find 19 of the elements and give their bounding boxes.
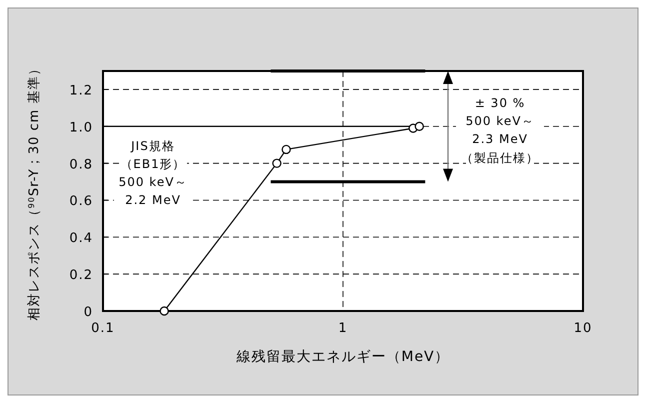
x-tick-label: 1 [338, 321, 348, 336]
annotation: （製品仕様） [461, 151, 539, 165]
y-tick-label: 0 [84, 305, 93, 320]
annotation: 500 keV～ [466, 114, 534, 128]
x-tick-label: 10 [574, 321, 592, 336]
annotation: JIS規格 [130, 139, 175, 153]
annotation: ± 30 % [474, 96, 526, 110]
x-axis-title: 線残留最大エネルギー（MeV） [235, 349, 450, 365]
y-tick-label: 0.2 [69, 268, 93, 284]
annotation: 500 keV～ [118, 175, 188, 189]
annotation: 2.3 MeV [472, 132, 528, 146]
x-tick-label: 0.1 [91, 321, 115, 336]
y-tick-label: 1.2 [69, 83, 93, 98]
y-tick-label: 0.8 [69, 157, 93, 172]
y-tick-label: 0.6 [69, 194, 93, 210]
y-tick-label: 1.0 [69, 120, 93, 136]
annotation: 2.2 MeV [125, 193, 181, 207]
y-tick-label: 0.4 [69, 231, 93, 246]
annotation: （EB1形） [120, 157, 186, 171]
